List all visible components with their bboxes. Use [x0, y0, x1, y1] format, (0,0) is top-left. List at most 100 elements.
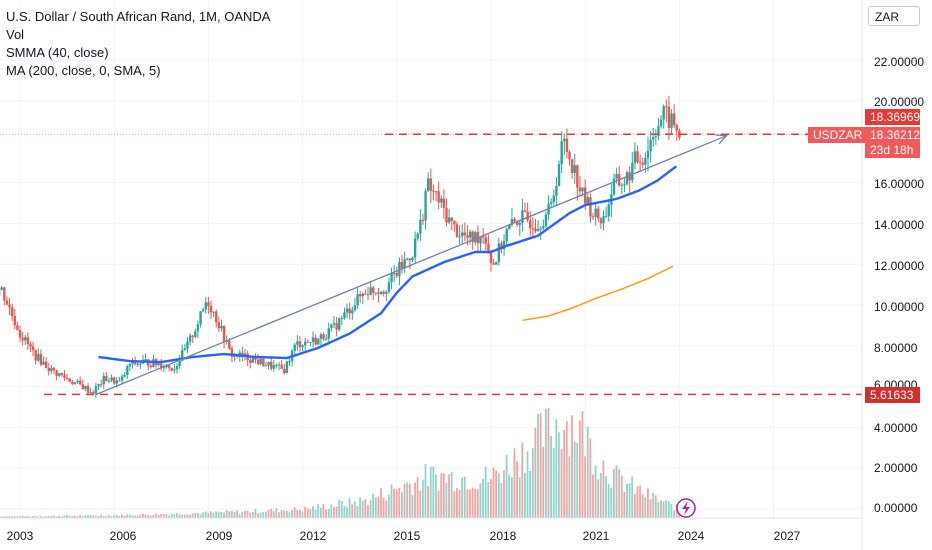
candle-body	[181, 350, 184, 361]
volume-bar	[346, 507, 348, 518]
candle-body	[589, 197, 592, 217]
candle-body	[165, 365, 168, 368]
volume-bar	[503, 470, 505, 518]
volume-bar	[618, 469, 621, 518]
volume-bar	[73, 515, 76, 518]
candle-body	[597, 208, 600, 219]
trendline	[95, 134, 728, 396]
volume-bar	[490, 479, 492, 518]
volume-bar	[228, 511, 231, 518]
volume-bar	[592, 474, 594, 518]
price-label: 12.00000	[874, 259, 925, 273]
candle-body	[552, 195, 555, 203]
candle-body	[586, 197, 590, 204]
volume-bar	[505, 455, 508, 518]
indicator-ma[interactable]: MA (200, close, 0, SMA, 5)	[6, 63, 161, 78]
candle-body	[272, 365, 276, 369]
candle-body	[3, 287, 6, 301]
volume-bar	[102, 515, 105, 518]
candle-body	[298, 341, 302, 348]
volume-bars	[0, 408, 681, 518]
volume-bar	[128, 514, 131, 518]
volume-bar	[513, 448, 516, 518]
candle-body	[521, 210, 524, 223]
volume-bar	[429, 466, 432, 518]
volume-bar	[230, 510, 233, 518]
candle-body	[107, 380, 111, 382]
lightning-icon[interactable]	[676, 498, 696, 518]
candle-body	[568, 152, 571, 160]
volume-bar	[558, 432, 560, 518]
candle-body	[262, 358, 265, 367]
volume-bar	[353, 501, 356, 518]
time-label: 2015	[393, 529, 421, 543]
volume-bar	[435, 474, 437, 518]
volume-bar	[141, 513, 144, 518]
candle-body	[24, 337, 27, 341]
volume-bar	[479, 483, 482, 518]
volume-bar	[304, 506, 307, 518]
candle-body	[500, 243, 503, 250]
volume-bar	[24, 516, 27, 518]
currency-selector[interactable]: ZAR	[868, 6, 920, 26]
candle-body	[102, 376, 105, 385]
volume-bar	[333, 507, 335, 518]
candle-body	[340, 317, 344, 319]
candle-body	[591, 216, 595, 218]
candle-body	[675, 125, 678, 131]
volume-bar	[89, 515, 92, 518]
volume-bar	[667, 501, 670, 518]
volume-bar	[19, 516, 21, 518]
candle-body	[296, 341, 299, 345]
candle-body	[47, 367, 50, 372]
volume-bar	[68, 515, 71, 518]
candle-body	[78, 380, 82, 385]
volume-bar	[461, 477, 464, 518]
candle-body	[437, 191, 440, 203]
price-label: 16.00000	[874, 177, 925, 191]
volume-bar	[631, 476, 634, 518]
volume-bar	[251, 512, 254, 518]
volume-bar	[581, 411, 584, 518]
volume-bar	[565, 421, 568, 518]
candle-body	[570, 159, 574, 173]
volume-bar	[81, 516, 84, 518]
candle-body	[256, 359, 260, 365]
candle-body	[560, 141, 563, 165]
candle-body	[301, 345, 304, 348]
candle-body	[311, 337, 315, 342]
indicator-vol[interactable]: Vol	[6, 27, 25, 42]
high-price-tag: 18.36969	[865, 109, 920, 125]
candle-body	[427, 178, 430, 191]
candle-body	[220, 325, 223, 329]
chart-title[interactable]: U.S. Dollar / South African Rand, 1M, OA…	[6, 9, 271, 24]
volume-bar	[406, 482, 409, 518]
candle-body	[531, 228, 535, 230]
volume-bar	[34, 516, 37, 518]
volume-bar	[586, 427, 589, 518]
candle-body	[508, 224, 511, 229]
volume-bar	[594, 465, 597, 518]
volume-bar	[568, 456, 571, 518]
volume-bar	[53, 515, 55, 518]
candle-body	[366, 294, 370, 296]
candle-body	[353, 305, 357, 311]
volume-bar	[176, 513, 178, 518]
candle-body	[549, 202, 553, 204]
candle-body	[76, 380, 79, 383]
candle-body	[152, 359, 155, 367]
volume-bar	[139, 514, 142, 518]
candle-body	[209, 305, 213, 313]
candle-body	[183, 348, 187, 351]
indicator-smma[interactable]: SMMA (40, close)	[6, 45, 109, 60]
volume-bar	[225, 510, 228, 518]
volume-bar	[278, 512, 280, 518]
candle-body	[99, 384, 103, 386]
candle-body	[175, 365, 179, 370]
candle-body	[539, 228, 542, 230]
volume-bar	[285, 510, 288, 518]
candle-body	[191, 335, 194, 337]
volume-bar	[338, 500, 341, 518]
volume-bar	[152, 515, 155, 518]
